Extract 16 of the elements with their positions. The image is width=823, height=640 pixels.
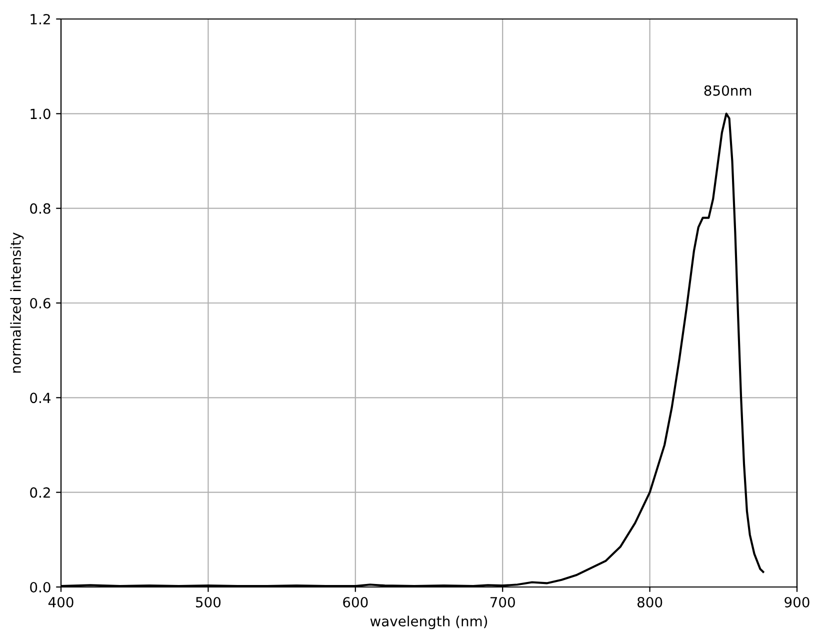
y-tick-label: 0.0 [30,582,50,592]
y-axis-title: normalized intensity [10,232,24,373]
x-tick-label: 800 [637,596,662,608]
annotation: 850nm [704,85,752,96]
x-tick-label: 400 [48,596,74,608]
y-tick-label: 0.2 [30,487,50,498]
x-tick-label: 700 [490,596,515,608]
x-tick-label: 500 [196,596,221,608]
x-tick-label: 900 [784,596,810,608]
x-axis-title: wavelength (nm) [370,616,488,630]
y-tick-label: 0.4 [30,392,50,404]
x-tick-label: 600 [343,596,368,608]
y-tick-label: 1.2 [30,14,50,24]
y-tick-label: 1.0 [30,108,50,120]
y-tick-label: 0.8 [30,203,50,214]
y-tick-label: 0.6 [30,298,50,308]
